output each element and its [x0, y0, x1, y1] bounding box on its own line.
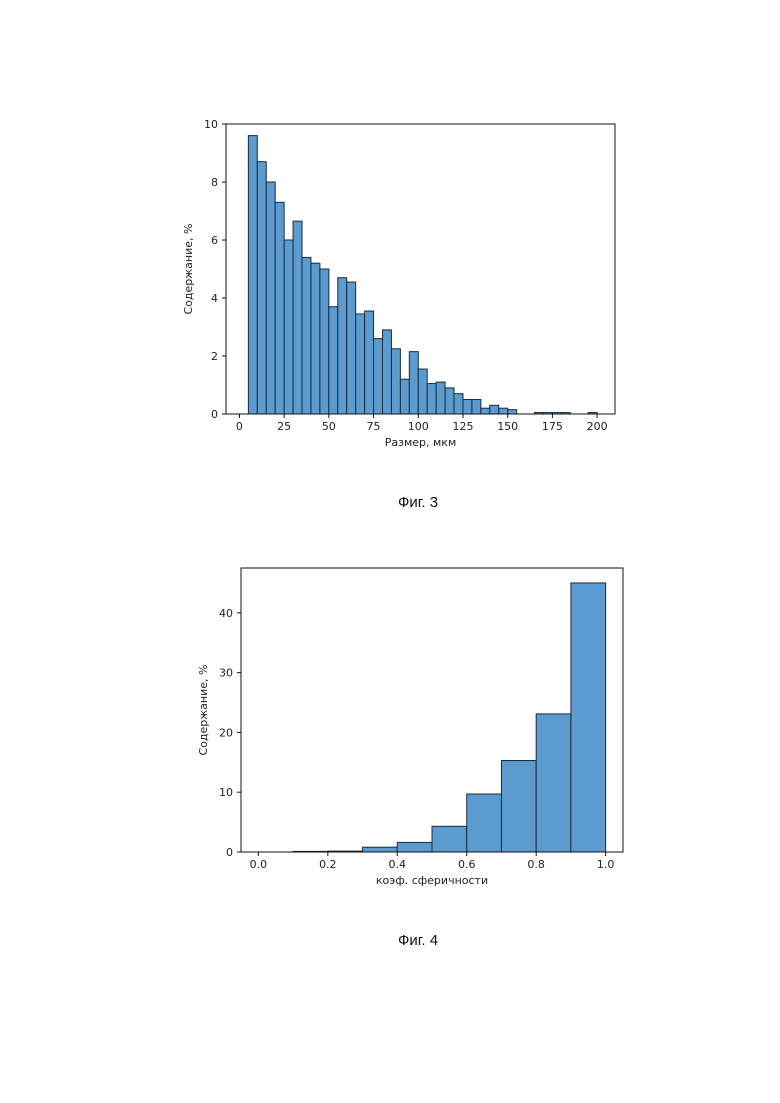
- y-tick-label: 30: [219, 667, 233, 680]
- x-tick-label: 100: [408, 420, 429, 433]
- y-axis-label: Содержание, %: [197, 665, 210, 756]
- histogram-bar: [427, 384, 436, 414]
- y-tick-label: 0: [226, 846, 233, 859]
- x-tick-label: 0.0: [250, 858, 268, 871]
- histogram-bar: [347, 282, 356, 414]
- histogram-bar: [391, 349, 400, 414]
- histogram-bar: [382, 330, 391, 414]
- histogram-bar: [248, 136, 257, 414]
- histogram-bar: [311, 263, 320, 414]
- histogram-bar: [365, 311, 374, 414]
- x-tick-label: 175: [542, 420, 563, 433]
- histogram-bar: [472, 400, 481, 415]
- x-axis-label: Размер, мкм: [385, 436, 457, 449]
- histogram-bar: [374, 339, 383, 414]
- histogram-bar: [356, 314, 365, 414]
- x-tick-label: 1.0: [597, 858, 615, 871]
- histogram-bar: [400, 379, 409, 414]
- x-tick-label: 0.6: [458, 858, 476, 871]
- size-histogram-chart: 0 25 50 75 100 125 150 175 200 0 2 4 6 8 10 Размер, мкм…: [0, 110, 780, 470]
- y-tick-label: 20: [219, 726, 233, 739]
- histogram-bar: [467, 794, 502, 852]
- histogram-bar: [320, 269, 329, 414]
- histogram-bar: [571, 583, 606, 852]
- histogram-bar: [302, 257, 311, 414]
- figure-4-caption: Фиг. 4: [0, 932, 780, 949]
- histogram-bar: [266, 182, 275, 414]
- histogram-bar: [481, 408, 490, 414]
- x-tick-label: 0.8: [527, 858, 545, 871]
- histogram-bar: [293, 221, 302, 414]
- x-axis-label: коэф. сферичности: [376, 874, 488, 887]
- histogram-bar: [338, 278, 347, 414]
- y-tick-label: 2: [211, 350, 218, 363]
- figure-3-caption: Фиг. 3: [0, 494, 780, 511]
- x-tick-label: 200: [587, 420, 608, 433]
- y-tick-label: 0: [211, 408, 218, 421]
- histogram-bar: [418, 369, 427, 414]
- histogram-bar: [432, 826, 467, 852]
- x-tick-label: 0: [236, 420, 243, 433]
- histogram-bar: [536, 714, 571, 852]
- x-tick-label: 0.2: [319, 858, 337, 871]
- x-tick-label: 150: [497, 420, 518, 433]
- histogram-bar: [490, 405, 499, 414]
- histogram-bar: [397, 842, 432, 852]
- y-tick-label: 10: [204, 118, 218, 131]
- y-tick-label: 4: [211, 292, 218, 305]
- x-tick-label: 25: [277, 420, 291, 433]
- sphericity-histogram-chart: 0.0 0.2 0.4 0.6 0.8 1.0 0 10 20 30 40 коэф. сферичн…: [0, 555, 780, 900]
- x-tick-label: 125: [452, 420, 473, 433]
- y-tick-label: 40: [219, 607, 233, 620]
- x-tick-label: 0.4: [389, 858, 407, 871]
- histogram-bar: [329, 307, 338, 414]
- histogram-bar: [275, 202, 284, 414]
- y-axis-label: Содержание, %: [182, 224, 195, 315]
- histogram-bar: [257, 162, 266, 414]
- histogram-bar: [445, 388, 454, 414]
- histogram-bar: [499, 408, 508, 414]
- histogram-bar: [284, 240, 293, 414]
- x-tick-label: 75: [367, 420, 381, 433]
- histogram-bar: [436, 382, 445, 414]
- histogram-bar: [454, 394, 463, 414]
- y-tick-label: 8: [211, 176, 218, 189]
- histogram-bar: [501, 761, 536, 852]
- histogram-bar: [508, 410, 517, 414]
- y-tick-label: 10: [219, 786, 233, 799]
- x-tick-label: 50: [322, 420, 336, 433]
- histogram-bar: [409, 352, 418, 414]
- histogram-bar: [463, 400, 472, 415]
- histogram-bar: [363, 847, 398, 852]
- y-tick-label: 6: [211, 234, 218, 247]
